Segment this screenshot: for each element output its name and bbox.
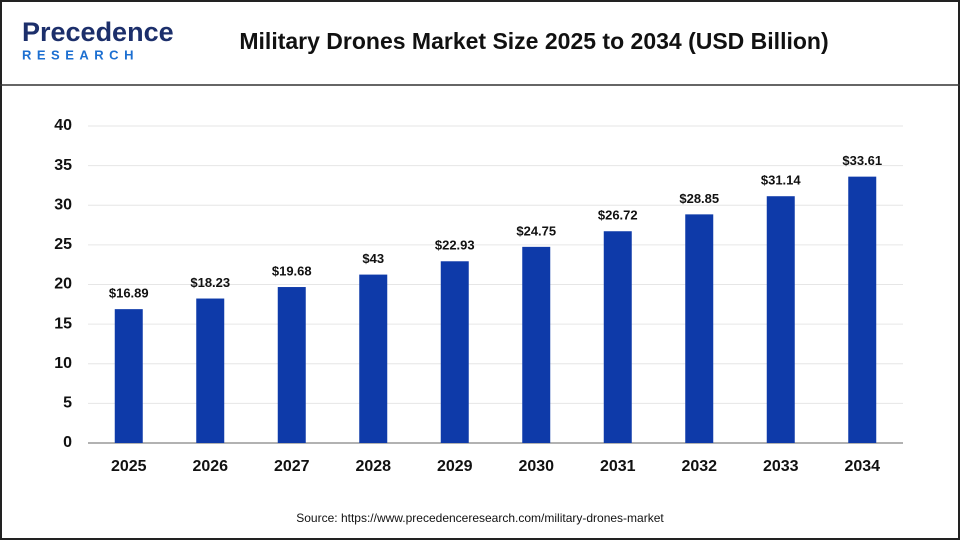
y-tick-label: 5	[63, 395, 72, 412]
y-tick-label: 15	[54, 315, 72, 332]
bar	[277, 287, 306, 443]
bar	[522, 246, 551, 443]
bar-label: $16.89	[109, 286, 149, 301]
source-note: Source: https://www.precedenceresearch.c…	[296, 511, 664, 525]
bar	[359, 274, 388, 443]
bar	[114, 309, 143, 443]
y-tick-label: 25	[54, 236, 72, 253]
bar	[196, 298, 225, 443]
x-tick-label: 2031	[600, 458, 636, 475]
logo-name: Precedence	[22, 17, 174, 47]
x-tick-label: 2028	[355, 458, 391, 475]
x-tick-label: 2029	[437, 458, 473, 475]
bar-label: $28.85	[679, 191, 719, 206]
y-tick-label: 0	[63, 434, 72, 451]
bar-label: $24.75	[516, 223, 556, 238]
y-tick-label: 10	[54, 355, 72, 372]
y-tick-label: 30	[54, 196, 72, 213]
chart-title: Military Drones Market Size 2025 to 2034…	[239, 28, 828, 54]
y-tick-label: 35	[54, 157, 72, 174]
bar-label: $18.23	[190, 275, 230, 290]
bar	[440, 261, 469, 443]
bar-label: $31.14	[761, 173, 802, 188]
x-tick-label: 2034	[844, 458, 880, 475]
x-tick-label: 2027	[274, 458, 310, 475]
bar	[766, 196, 795, 443]
x-tick-label: 2030	[518, 458, 554, 475]
bar-label: $22.93	[435, 238, 475, 253]
bar-label: $43	[362, 251, 384, 266]
bar-label: $19.68	[272, 263, 312, 278]
y-tick-label: 20	[54, 276, 72, 293]
bar	[603, 231, 632, 443]
bar-label: $26.72	[598, 208, 638, 223]
bar	[848, 176, 877, 443]
logo-tagline: RESEARCH	[22, 47, 139, 62]
bar	[685, 214, 714, 443]
y-tick-label: 40	[54, 117, 72, 134]
x-tick-label: 2032	[681, 458, 717, 475]
bar-label: $33.61	[842, 153, 882, 168]
x-tick-label: 2026	[192, 458, 228, 475]
x-tick-label: 2033	[763, 458, 799, 475]
x-tick-label: 2025	[111, 458, 147, 475]
